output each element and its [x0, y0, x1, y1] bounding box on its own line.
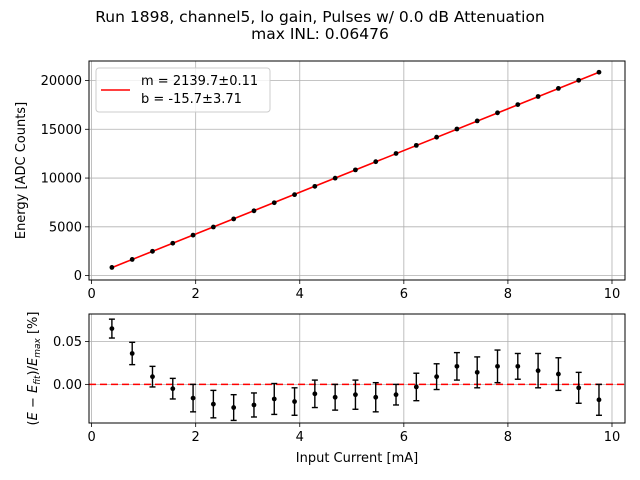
energy-data-point: [231, 216, 237, 222]
legend-entry-slope: m = 2139.7±0.11: [141, 74, 258, 89]
energy-data-point: [353, 167, 358, 173]
energy-data-point: [292, 192, 297, 198]
energy-data-point: [109, 265, 115, 270]
residual-data-point: [150, 374, 155, 380]
residual-y-tick-label: 0.00: [53, 378, 82, 393]
residual-data-point: [231, 405, 237, 410]
energy-x-tick-label: 8: [504, 287, 512, 302]
residual-data-point: [353, 392, 358, 398]
energy-data-point: [393, 151, 399, 156]
residual-data-point: [210, 401, 216, 407]
figure-title-line2: max INL: 0.06476: [251, 25, 389, 43]
energy-y-tick-label: 0: [74, 269, 82, 284]
energy-data-point: [271, 200, 277, 206]
residual-x-tick-label: 10: [604, 430, 621, 445]
energy-y-tick-label: 5000: [49, 220, 82, 235]
legend-box: [95, 67, 271, 113]
energy-data-point: [495, 110, 500, 116]
residual-x-tick-label: 2: [192, 430, 200, 445]
energy-data-point: [332, 175, 338, 181]
residual-data-point: [413, 384, 419, 390]
residual-data-point: [170, 386, 176, 392]
energy-data-point: [312, 183, 318, 189]
residual-data-point: [129, 351, 135, 356]
residual-data-point: [332, 394, 338, 400]
residual-data-point: [535, 368, 541, 374]
residual-points: [108, 318, 602, 422]
energy-data-point: [129, 257, 135, 262]
residual-axes-frame: [88, 313, 626, 424]
energy-x-tick-label: 6: [400, 287, 408, 302]
residual-x-tick-label: 4: [296, 430, 304, 445]
residual-data-point: [474, 369, 480, 375]
residual-x-tick-label: 0: [87, 430, 95, 445]
residual-x-tick-label: 8: [504, 430, 512, 445]
energy-data-point: [555, 86, 561, 91]
energy-panel: 0 2 4 6 8 10 0 5000 10000 15000 20000 Energy [ADC …: [14, 60, 626, 302]
residual-data-point: [312, 391, 318, 397]
residual-data-point: [596, 397, 602, 403]
energy-data-point: [576, 77, 582, 83]
residual-data-point: [292, 399, 297, 404]
residual-data-point: [555, 371, 561, 377]
energy-data-point: [413, 142, 419, 148]
residual-data-point: [454, 363, 460, 369]
residual-data-point: [576, 385, 582, 391]
energy-y-tick-label: 10000: [41, 172, 82, 187]
energy-data-point: [434, 134, 440, 140]
energy-axes-frame: [88, 60, 626, 281]
energy-x-tick-label: 10: [604, 287, 621, 302]
energy-data-point: [251, 208, 257, 214]
energy-data-point: [515, 102, 521, 108]
residual-data-point: [434, 374, 440, 380]
legend-entry-intercept: b = -15.7±3.71: [141, 92, 242, 107]
residual-data-point: [515, 363, 521, 369]
residual-x-axis-label: Input Current [mA]: [296, 451, 418, 466]
energy-points: [109, 69, 602, 270]
residual-data-point: [373, 394, 379, 400]
energy-data-point: [210, 224, 216, 230]
energy-data-point: [190, 232, 196, 238]
energy-data-point: [373, 159, 379, 165]
energy-y-tick-label: 20000: [41, 74, 82, 89]
energy-data-point: [535, 94, 541, 99]
residual-data-point: [109, 326, 115, 331]
residual-data-point: [251, 402, 257, 408]
residual-y-axis-label: (E − Efit)/Emax [%]: [26, 312, 43, 426]
energy-x-tick-label: 2: [192, 287, 200, 302]
residual-data-point: [271, 396, 277, 402]
residual-panel: 0 2 4 6 8 10 0.00 0.05 Input Current [mA] (E − …: [26, 312, 626, 466]
residual-data-point: [495, 363, 500, 369]
energy-y-tick-label: 15000: [41, 123, 82, 138]
residual-ticks: 0 2 4 6 8 10 0.00 0.05: [53, 335, 620, 445]
figure-title-line1: Run 1898, channel5, lo gain, Pulses w/ 0…: [95, 8, 545, 26]
energy-x-tick-label: 4: [296, 287, 304, 302]
energy-data-point: [596, 69, 602, 75]
energy-ticks: 0 2 4 6 8 10 0 5000 10000 15000 20000: [41, 74, 621, 302]
energy-data-point: [170, 240, 176, 246]
energy-y-axis-label: Energy [ADC Counts]: [14, 102, 29, 239]
energy-data-point: [454, 126, 460, 132]
energy-x-tick-label: 0: [87, 287, 95, 302]
energy-data-point: [474, 118, 480, 124]
legend: m = 2139.7±0.11 b = -15.7±3.71: [95, 67, 271, 113]
residual-y-tick-label: 0.05: [53, 335, 82, 350]
residual-x-tick-label: 6: [400, 430, 408, 445]
energy-data-point: [150, 248, 155, 254]
residual-data-point: [190, 395, 196, 401]
residual-data-point: [393, 392, 399, 398]
